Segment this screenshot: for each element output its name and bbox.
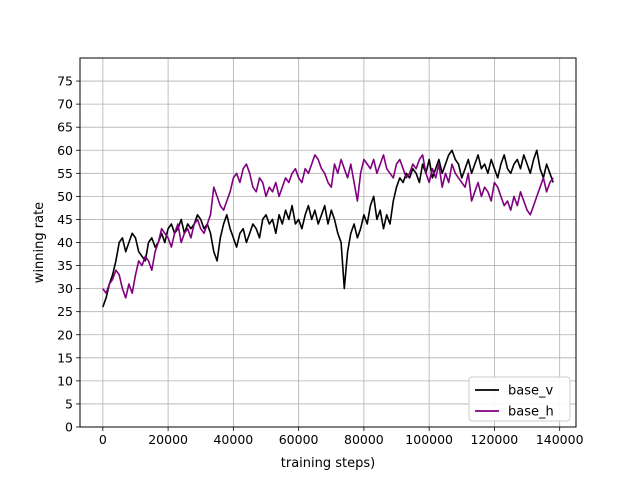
legend-label-base-h: base_h	[508, 405, 554, 420]
y-tick-label: 5	[65, 396, 73, 411]
series-lines	[102, 149, 554, 308]
y-tick-label: 10	[57, 373, 73, 388]
y-tick-label: 35	[57, 258, 73, 273]
x-tick-label: 40000	[213, 432, 253, 447]
x-axis-label: training steps)	[281, 456, 375, 471]
x-tick-label: 80000	[344, 432, 384, 447]
y-tick-label: 15	[57, 350, 73, 365]
y-tick-label: 25	[57, 304, 73, 319]
x-tick-label: 140000	[536, 432, 584, 447]
x-tick-label: 100000	[405, 432, 453, 447]
x-tick-label: 60000	[279, 432, 319, 447]
x-axis-ticks: 0 20000 40000 60000 80000 100000 120000 140000	[99, 427, 584, 447]
y-tick-label: 75	[57, 74, 73, 89]
x-tick-label: 0	[99, 432, 107, 447]
legend: base_v base_h	[468, 376, 571, 422]
series-line-base-h	[102, 154, 554, 299]
y-tick-label: 30	[57, 281, 73, 296]
y-tick-label: 60	[57, 143, 73, 158]
y-tick-label: 70	[57, 97, 73, 112]
y-tick-label: 65	[57, 120, 73, 135]
legend-box	[468, 376, 571, 422]
y-axis-ticks: 0 5 10 15 20 25 30 35 40 45 50 55 60 65 70 75	[57, 74, 80, 435]
y-tick-label: 55	[57, 166, 73, 181]
x-tick-label: 20000	[148, 432, 188, 447]
grid-lines	[80, 58, 576, 428]
y-tick-label: 50	[57, 189, 73, 204]
y-tick-label: 45	[57, 212, 73, 227]
legend-label-base-v: base_v	[508, 384, 553, 399]
series-line-base-v	[102, 149, 554, 308]
x-tick-label: 120000	[471, 432, 519, 447]
y-axis-label: winning rate	[32, 202, 47, 283]
y-tick-label: 20	[57, 327, 73, 342]
y-tick-label: 0	[65, 420, 73, 435]
y-tick-label: 40	[57, 235, 73, 250]
